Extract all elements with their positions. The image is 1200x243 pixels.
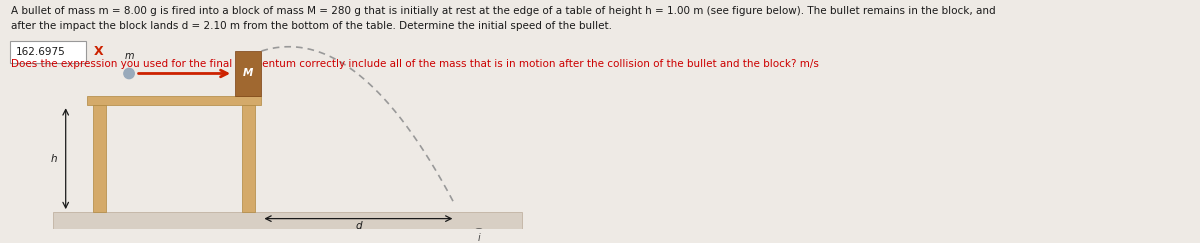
Bar: [94, 105, 107, 212]
Text: i: i: [478, 233, 480, 243]
FancyBboxPatch shape: [10, 41, 85, 63]
Bar: [235, 51, 262, 96]
Text: after the impact the block lands d = 2.10 m from the bottom of the table. Determ: after the impact the block lands d = 2.1…: [11, 21, 612, 31]
Bar: [54, 212, 522, 229]
Text: m: m: [125, 51, 134, 61]
Bar: [241, 105, 254, 212]
Text: Does the expression you used for the final momentum correctly include all of the: Does the expression you used for the fin…: [11, 59, 818, 69]
Text: M: M: [244, 69, 253, 78]
Circle shape: [124, 68, 134, 79]
Text: 162.6975: 162.6975: [16, 47, 65, 57]
Text: d: d: [355, 221, 361, 231]
Bar: [86, 96, 262, 105]
Text: A bullet of mass m = 8.00 g is fired into a block of mass M = 280 g that is init: A bullet of mass m = 8.00 g is fired int…: [11, 6, 996, 16]
Text: h: h: [50, 154, 58, 164]
Text: X: X: [94, 45, 103, 59]
